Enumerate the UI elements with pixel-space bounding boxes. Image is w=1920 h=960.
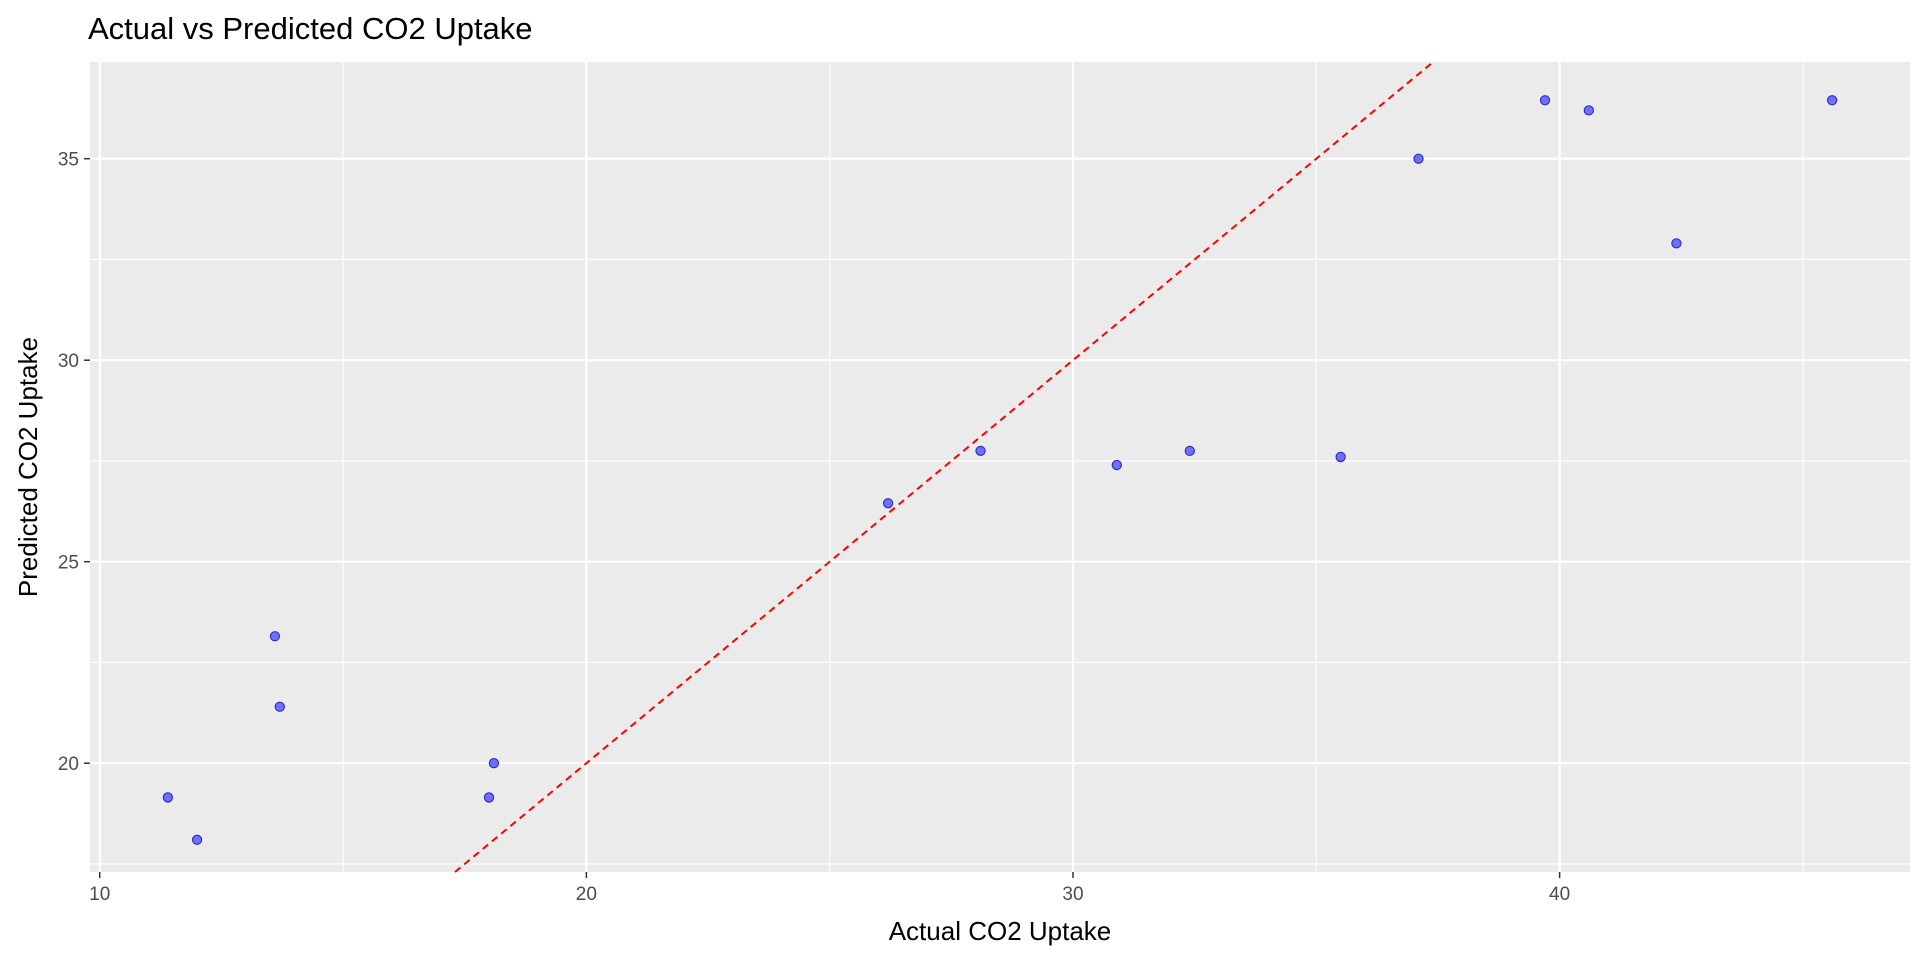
- data-point: [1539, 95, 1551, 106]
- y-tick-label: 20: [58, 754, 79, 775]
- x-axis-ticks: 10 20 30 40: [89, 872, 1570, 905]
- data-point: [1335, 451, 1346, 463]
- data-point: [269, 631, 281, 642]
- y-tick-label: 35: [58, 150, 79, 171]
- y-tick-label: 25: [58, 553, 79, 574]
- data-point: [975, 445, 986, 457]
- x-tick-label: 10: [89, 884, 110, 905]
- x-tick-label: 40: [1549, 884, 1570, 905]
- chart-title: Actual vs Predicted CO2 Uptake: [88, 11, 533, 46]
- data-point: [1184, 445, 1195, 457]
- x-tick-label: 20: [576, 884, 597, 905]
- data-point: [1413, 153, 1424, 164]
- major-gridlines: [90, 62, 1910, 872]
- plot-panel: [90, 62, 1910, 872]
- data-point: [483, 792, 495, 803]
- data-point: [1111, 459, 1122, 471]
- data-point: [1671, 238, 1682, 249]
- x-tick-label: 30: [1062, 884, 1083, 905]
- data-points: [162, 95, 1838, 845]
- y-axis-title: Predicted CO2 Uptake: [13, 337, 43, 597]
- data-point: [1826, 95, 1838, 106]
- y-axis-ticks: 20 25 30 35: [58, 150, 90, 775]
- data-point: [274, 701, 285, 712]
- reference-line-y-equals-x: [454, 61, 1434, 873]
- data-point: [162, 792, 174, 803]
- data-point: [191, 834, 203, 845]
- x-axis-title: Actual CO2 Uptake: [889, 916, 1112, 946]
- data-point: [1583, 105, 1594, 116]
- data-point: [488, 758, 500, 769]
- data-point: [882, 498, 894, 509]
- reference-line-group: [454, 61, 1434, 873]
- y-tick-label: 30: [58, 351, 79, 372]
- minor-gridlines: [90, 62, 1910, 872]
